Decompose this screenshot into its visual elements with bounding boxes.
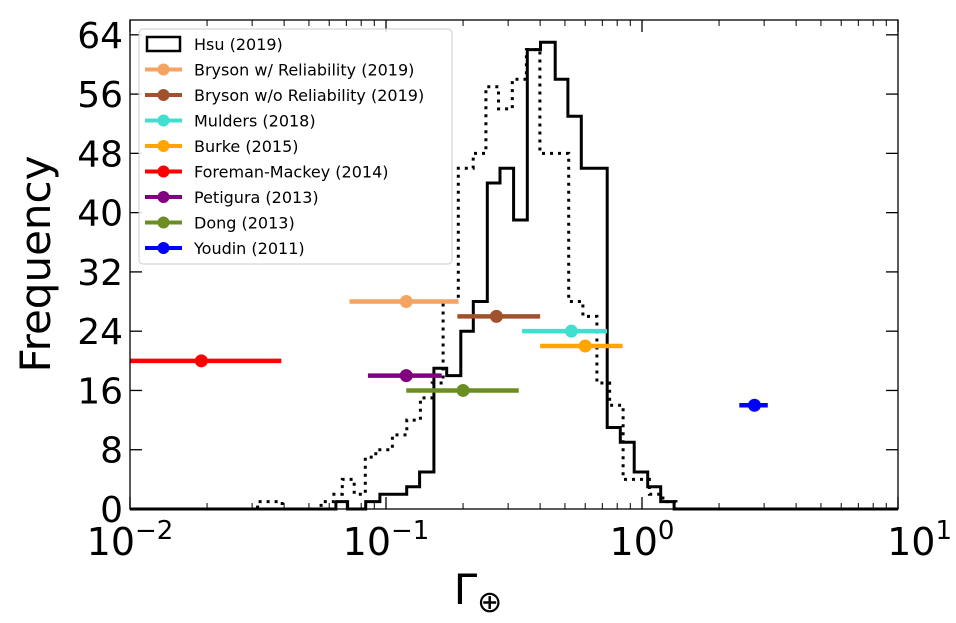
axes-border (129, 19, 899, 510)
legend-entry-3: Mulders (2018) (145, 112, 316, 131)
x-tick-label: 10−1 (343, 516, 430, 564)
legend-box (138, 28, 453, 265)
legend-entry-4: Burke (2015) (145, 137, 299, 156)
legend-swatch-marker (157, 191, 170, 203)
legend-entry-2: Bryson w/o Reliability (2019) (145, 86, 424, 105)
x-axis-label: Γ⊕ (454, 565, 503, 620)
errorbar-2 (522, 324, 608, 338)
y-tick-label: 40 (77, 194, 123, 235)
errorbar-point (564, 324, 578, 338)
errorbars (130, 295, 768, 412)
x-tick-label: 101 (887, 516, 952, 564)
y-tick-label: 56 (77, 75, 123, 116)
errorbar-4 (130, 354, 282, 368)
errorbar-0 (349, 295, 459, 309)
x-axis-label-main: Γ (454, 565, 478, 614)
legend-entry-8: Youdin (2011) (145, 239, 305, 258)
y-tick-label: 24 (77, 312, 123, 353)
y-axis-label: Frequency (11, 156, 60, 373)
errorbar-point (456, 383, 470, 397)
legend-entry-5: Foreman-Mackey (2014) (145, 163, 389, 182)
errorbar-point (578, 339, 592, 353)
x-axis-label-sub: ⊕ (477, 585, 502, 620)
y-tick-label: 32 (77, 253, 123, 294)
errorbar-point (194, 354, 208, 368)
legend-swatch-marker (157, 165, 170, 178)
legend-label: Bryson w/ Reliability (2019) (194, 61, 414, 80)
legend-label: Hsu (2019) (194, 35, 283, 54)
legend: Hsu (2019) Bryson w/ Reliability (2019) Br… (138, 28, 453, 265)
y-tick-label: 8 (100, 431, 123, 472)
x-tick-label: 10−2 (87, 516, 174, 564)
errorbar-point (747, 398, 761, 412)
axes-frame (129, 19, 899, 510)
histogram-dotted-outline (130, 48, 898, 511)
y-tick-label: 0 (100, 490, 123, 531)
errorbar-6 (406, 383, 519, 397)
legend-swatch-marker (157, 216, 170, 229)
legend-label: Foreman-Mackey (2014) (194, 163, 389, 182)
legend-swatch-marker (157, 63, 170, 76)
legend-label: Dong (2013) (194, 214, 295, 233)
legend-entry-6: Petigura (2013) (145, 188, 319, 207)
histogram-dotted (130, 48, 898, 511)
y-tick-label: 64 (77, 16, 123, 57)
errorbar-point (489, 309, 503, 323)
errorbar-1 (457, 309, 541, 323)
x-axis-ticks: 10−2 10−1 100 101 (87, 20, 952, 564)
y-tick-label: 16 (77, 371, 123, 412)
legend-label: Youdin (2011) (193, 239, 305, 258)
errorbar-7 (739, 398, 768, 412)
histogram-solid-outline (130, 40, 898, 511)
errorbar-point (399, 369, 413, 383)
legend-entry-0: Hsu (2019) (145, 35, 283, 54)
x-tick-label: 100 (610, 516, 675, 564)
errorbar-point (399, 295, 413, 309)
legend-swatch-marker (157, 242, 170, 254)
legend-label: Burke (2015) (194, 137, 299, 156)
legend-swatch-marker (157, 89, 170, 101)
legend-entry-1: Bryson w/ Reliability (2019) (145, 61, 414, 80)
legend-swatch-marker (157, 140, 170, 152)
y-tick-label: 48 (77, 134, 123, 175)
legend-swatch (145, 35, 182, 53)
legend-label: Bryson w/o Reliability (2019) (194, 86, 424, 105)
errorbar-5 (367, 369, 442, 383)
legend-entry-7: Dong (2013) (145, 214, 295, 233)
legend-swatch-marker (157, 114, 170, 127)
legend-label: Mulders (2018) (194, 112, 316, 131)
errorbar-3 (540, 339, 623, 353)
legend-label: Petigura (2013) (194, 188, 319, 207)
histogram-solid (130, 40, 898, 511)
